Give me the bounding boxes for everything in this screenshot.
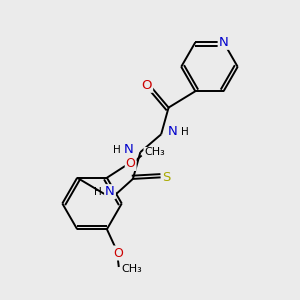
Text: H: H [94,187,102,197]
Text: O: O [126,157,136,170]
Text: S: S [162,171,170,184]
Text: N: N [168,125,177,139]
Text: H: H [113,145,121,155]
Text: N: N [219,36,228,49]
Text: O: O [113,247,123,260]
Text: CH₃: CH₃ [144,148,165,158]
Text: O: O [142,79,152,92]
Text: H: H [181,127,188,137]
Text: N: N [124,143,134,156]
Text: CH₃: CH₃ [121,264,142,274]
Text: N: N [105,185,115,198]
